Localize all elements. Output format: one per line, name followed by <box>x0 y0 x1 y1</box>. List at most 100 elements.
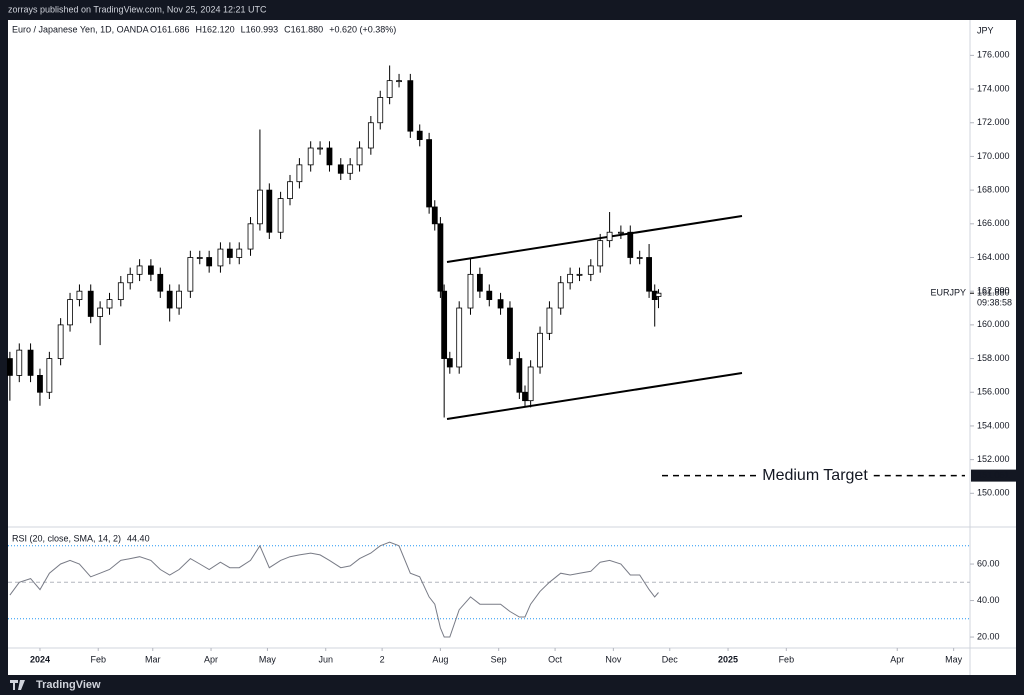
x-tick-label: May <box>259 654 277 664</box>
candle-body <box>307 147 314 166</box>
x-tick-label: 2024 <box>30 654 50 664</box>
candle-body <box>176 290 182 309</box>
y-tick-label: 174.000 <box>977 83 1010 93</box>
candle-body <box>106 299 113 309</box>
rsi-title: RSI (20, close, SMA, 14, 2) <box>12 533 121 543</box>
candle-body <box>636 257 643 259</box>
candle-body <box>377 97 384 124</box>
candle-body <box>486 290 493 301</box>
candle-body <box>516 358 523 393</box>
candle-body <box>437 223 444 292</box>
y-tick-label: 152.000 <box>977 454 1010 464</box>
candle-body <box>87 290 94 317</box>
candle-body <box>57 324 64 359</box>
candle-body <box>587 265 594 275</box>
publish-note: zorrays published on TradingView.com, No… <box>8 4 267 14</box>
candle-body <box>236 248 243 258</box>
y-tick-label: 40.00 <box>977 595 1000 605</box>
x-tick-label: Sep <box>491 654 507 664</box>
target-price-box <box>971 469 1016 482</box>
x-tick-label: Oct <box>548 654 563 664</box>
candle-body <box>597 240 604 267</box>
candle-body <box>396 80 402 83</box>
logo-icon <box>10 680 25 690</box>
candle-body <box>196 257 203 259</box>
candle-body <box>217 248 224 267</box>
y-tick-label: 154.000 <box>977 420 1010 430</box>
countdown: 09:38:58 <box>977 298 1012 308</box>
candle-body <box>347 164 354 174</box>
candle-body <box>37 375 43 393</box>
ohlc-value: O161.686 <box>150 24 190 34</box>
candle-body <box>367 122 374 149</box>
target-price-label: 151.051 <box>977 470 1010 480</box>
y-tick-label: 158.000 <box>977 353 1010 363</box>
candle-body <box>206 257 213 267</box>
candle-body <box>257 189 263 225</box>
candle-body <box>467 273 474 309</box>
x-tick-label: Apr <box>890 654 904 664</box>
candle-body <box>187 257 194 292</box>
x-tick-label: Apr <box>204 654 218 664</box>
candle-body <box>617 231 624 234</box>
ohlc-value: C161.880 <box>284 24 323 34</box>
channel-lower <box>446 372 743 420</box>
candle-body <box>226 248 233 258</box>
candle-body <box>46 358 53 393</box>
candle-body <box>567 273 574 284</box>
candle-body <box>441 290 448 359</box>
x-tick-label: Aug <box>432 654 448 664</box>
candle-body <box>6 358 13 376</box>
channel-upper <box>446 215 743 263</box>
candle-body <box>337 164 344 174</box>
y-tick-label: 20.00 <box>977 631 1000 641</box>
y-tick-label: 156.000 <box>977 387 1010 397</box>
candle-body <box>266 189 273 233</box>
symbol-title: Euro / Japanese Yen, 1D, OANDA <box>12 24 149 34</box>
y-tick-label: 164.000 <box>977 252 1010 262</box>
y-tick-label: 150.000 <box>977 488 1010 498</box>
target-text: Medium Target <box>762 467 868 484</box>
candle-body <box>537 332 543 368</box>
footer-logo[interactable]: TradingView <box>36 679 101 691</box>
y-tick-label: 60.00 <box>977 558 1000 568</box>
candle-body <box>426 139 433 208</box>
candle-body <box>27 349 34 376</box>
candle-body <box>655 292 662 297</box>
candle-body <box>416 130 423 140</box>
x-tick-label: Feb <box>90 654 106 664</box>
candle-body <box>76 290 83 301</box>
x-tick-label: Dec <box>662 654 679 664</box>
x-tick-label: May <box>945 654 963 664</box>
candle-body <box>296 164 303 183</box>
candle-body <box>446 358 453 368</box>
candle-body <box>127 273 134 284</box>
candle-body <box>157 273 164 292</box>
candle-body <box>117 282 124 301</box>
y-tick-label: 176.000 <box>977 50 1010 60</box>
x-tick-label: 2025 <box>718 654 738 664</box>
candle-body <box>546 307 553 334</box>
symbol-label: EURJPY <box>930 288 966 298</box>
candle-body <box>136 265 143 275</box>
x-tick-label: 2 <box>380 654 385 664</box>
candle-body <box>97 307 104 317</box>
candle-body <box>507 307 513 359</box>
rsi-line <box>9 541 659 638</box>
currency: JPY <box>977 25 994 35</box>
candle-body <box>456 307 463 368</box>
y-tick-label: 166.000 <box>977 218 1010 228</box>
candle-body <box>247 223 254 250</box>
candle-body <box>646 257 652 292</box>
candle-body <box>166 290 173 309</box>
candle-body <box>606 231 613 242</box>
candle-body <box>476 273 483 292</box>
candle-body <box>356 147 363 166</box>
y-tick-label: 168.000 <box>977 184 1010 194</box>
x-tick-label: Jun <box>318 654 333 664</box>
candle-body <box>147 265 154 275</box>
candle-body <box>67 299 73 326</box>
candle-body <box>386 80 393 98</box>
